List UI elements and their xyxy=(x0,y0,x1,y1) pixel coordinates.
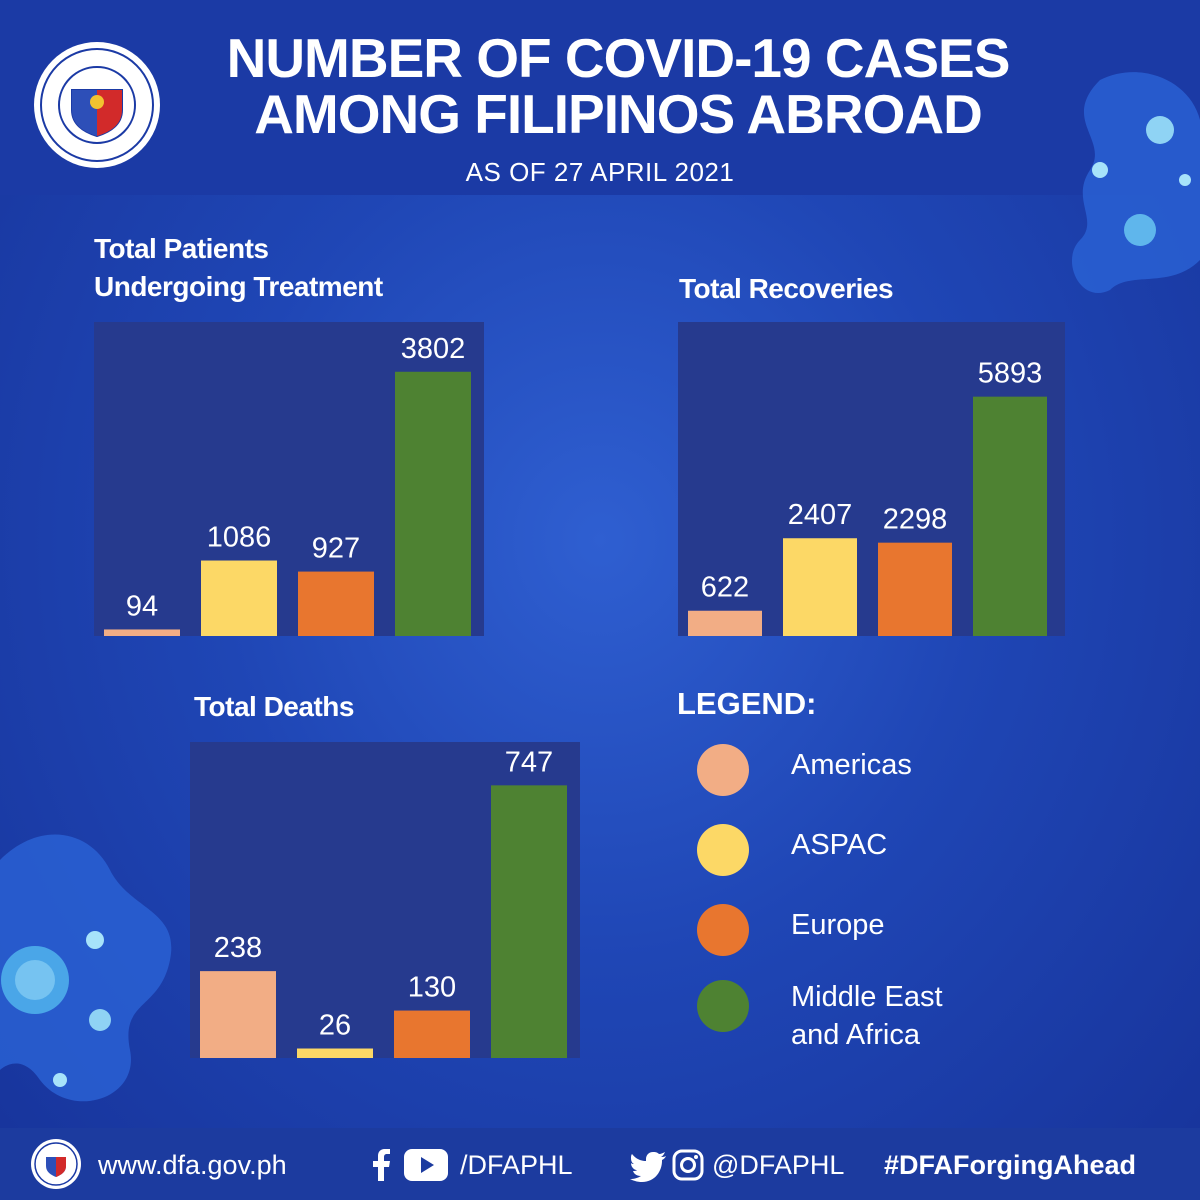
total-deaths-value-europe: 130 xyxy=(408,972,456,1004)
legend-label-americas: Americas xyxy=(791,749,912,781)
page-title: NUMBER OF COVID-19 CASES AMONG FILIPINOS… xyxy=(178,30,1058,142)
total-patients-undergoing-treatment-value-americas: 94 xyxy=(126,590,158,622)
legend-dot-americas xyxy=(697,744,749,796)
total-patients-undergoing-treatment-value-europe: 927 xyxy=(312,533,360,565)
deaths-bar-chart: 238 26 130 747 xyxy=(190,742,580,1058)
total-deaths-bar-americas xyxy=(200,971,276,1058)
chart-title-deaths: Total Deaths xyxy=(194,691,354,722)
total-deaths-value-middle-east-and-africa: 747 xyxy=(505,746,553,778)
total-patients-undergoing-treatment-value-aspac: 1086 xyxy=(207,522,272,554)
twitter-icon[interactable] xyxy=(630,1152,666,1182)
total-deaths-bar-middle-east-and-africa xyxy=(491,785,567,1058)
as-of-date: AS OF 27 APRIL 2021 xyxy=(465,157,735,187)
chart-title-recoveries: Total Recoveries xyxy=(679,273,894,304)
legend-label-europe: Europe xyxy=(791,909,885,941)
title-line-2: AMONG FILIPINOS ABROAD xyxy=(254,83,983,145)
total-recoveries-bar-aspac xyxy=(783,538,857,636)
legend-title: LEGEND: xyxy=(677,686,817,721)
total-patients-undergoing-treatment-bar-americas xyxy=(104,629,180,636)
dfa-seal-logo xyxy=(34,42,160,168)
social-handle[interactable]: @DFAPHL xyxy=(712,1150,845,1180)
chart-title-treatment: Total Patients Undergoing Treatment xyxy=(94,230,383,306)
recoveries-bar-chart: 622 2407 2298 5893 xyxy=(678,322,1065,636)
total-recoveries-value-americas: 622 xyxy=(701,572,749,604)
treatment-bar-chart: 94 1086 927 3802 xyxy=(94,322,484,636)
total-patients-undergoing-treatment-bar-europe xyxy=(298,571,374,636)
legend-dot-aspac xyxy=(697,824,749,876)
chart-title-treatment-line-2: Undergoing Treatment xyxy=(94,271,383,302)
total-deaths-value-aspac: 26 xyxy=(319,1010,351,1042)
facebook-icon[interactable] xyxy=(370,1149,392,1181)
instagram-icon[interactable] xyxy=(672,1149,704,1181)
website-link[interactable]: www.dfa.gov.ph xyxy=(98,1150,287,1180)
legend-item-aspac: ASPAC xyxy=(697,822,1137,882)
header-band xyxy=(0,0,1200,195)
total-recoveries-bar-americas xyxy=(688,610,762,636)
legend-item-middle-east-africa: Middle East and Africa xyxy=(697,978,1137,1058)
legend-label-aspac: ASPAC xyxy=(791,829,888,861)
virus-decoration-bottom-left xyxy=(0,834,172,1102)
total-deaths-bar-aspac xyxy=(297,1048,373,1058)
total-deaths-value-americas: 238 xyxy=(214,932,262,964)
total-patients-undergoing-treatment-bar-middle-east-and-africa xyxy=(395,371,471,636)
total-recoveries-bar-europe xyxy=(878,542,952,636)
total-recoveries-value-aspac: 2407 xyxy=(788,499,853,531)
legend-label-mea-line-1: Middle East xyxy=(791,981,943,1013)
legend-dot-middle-east-africa xyxy=(697,980,749,1032)
virus-decoration-top-right xyxy=(1071,72,1200,294)
total-deaths-bar-europe xyxy=(394,1010,470,1058)
hashtag[interactable]: #DFAForgingAhead xyxy=(884,1150,1137,1180)
youtube-icon[interactable] xyxy=(404,1149,448,1181)
footer-dfa-seal-logo xyxy=(31,1139,81,1189)
legend-label-middle-east-africa: Middle East and Africa xyxy=(791,978,1121,1054)
chart-title-treatment-line-1: Total Patients xyxy=(94,233,269,264)
legend-item-americas: Americas xyxy=(697,742,1137,802)
title-line-1: NUMBER OF COVID-19 CASES xyxy=(226,27,1011,89)
youtube-handle[interactable]: /DFAPHL xyxy=(460,1150,573,1180)
footer: www.dfa.gov.ph /DFAPHL @DFAPHL #DFAForgi… xyxy=(0,1128,1200,1200)
total-patients-undergoing-treatment-value-middle-east-and-africa: 3802 xyxy=(401,333,466,365)
legend-item-europe: Europe xyxy=(697,902,1137,962)
total-recoveries-value-europe: 2298 xyxy=(883,504,948,536)
legend-dot-europe xyxy=(697,904,749,956)
legend-label-mea-line-2: and Africa xyxy=(791,1019,920,1051)
total-recoveries-value-middle-east-and-africa: 5893 xyxy=(978,358,1043,390)
total-patients-undergoing-treatment-bar-aspac xyxy=(201,560,277,636)
total-recoveries-bar-middle-east-and-africa xyxy=(973,396,1047,636)
